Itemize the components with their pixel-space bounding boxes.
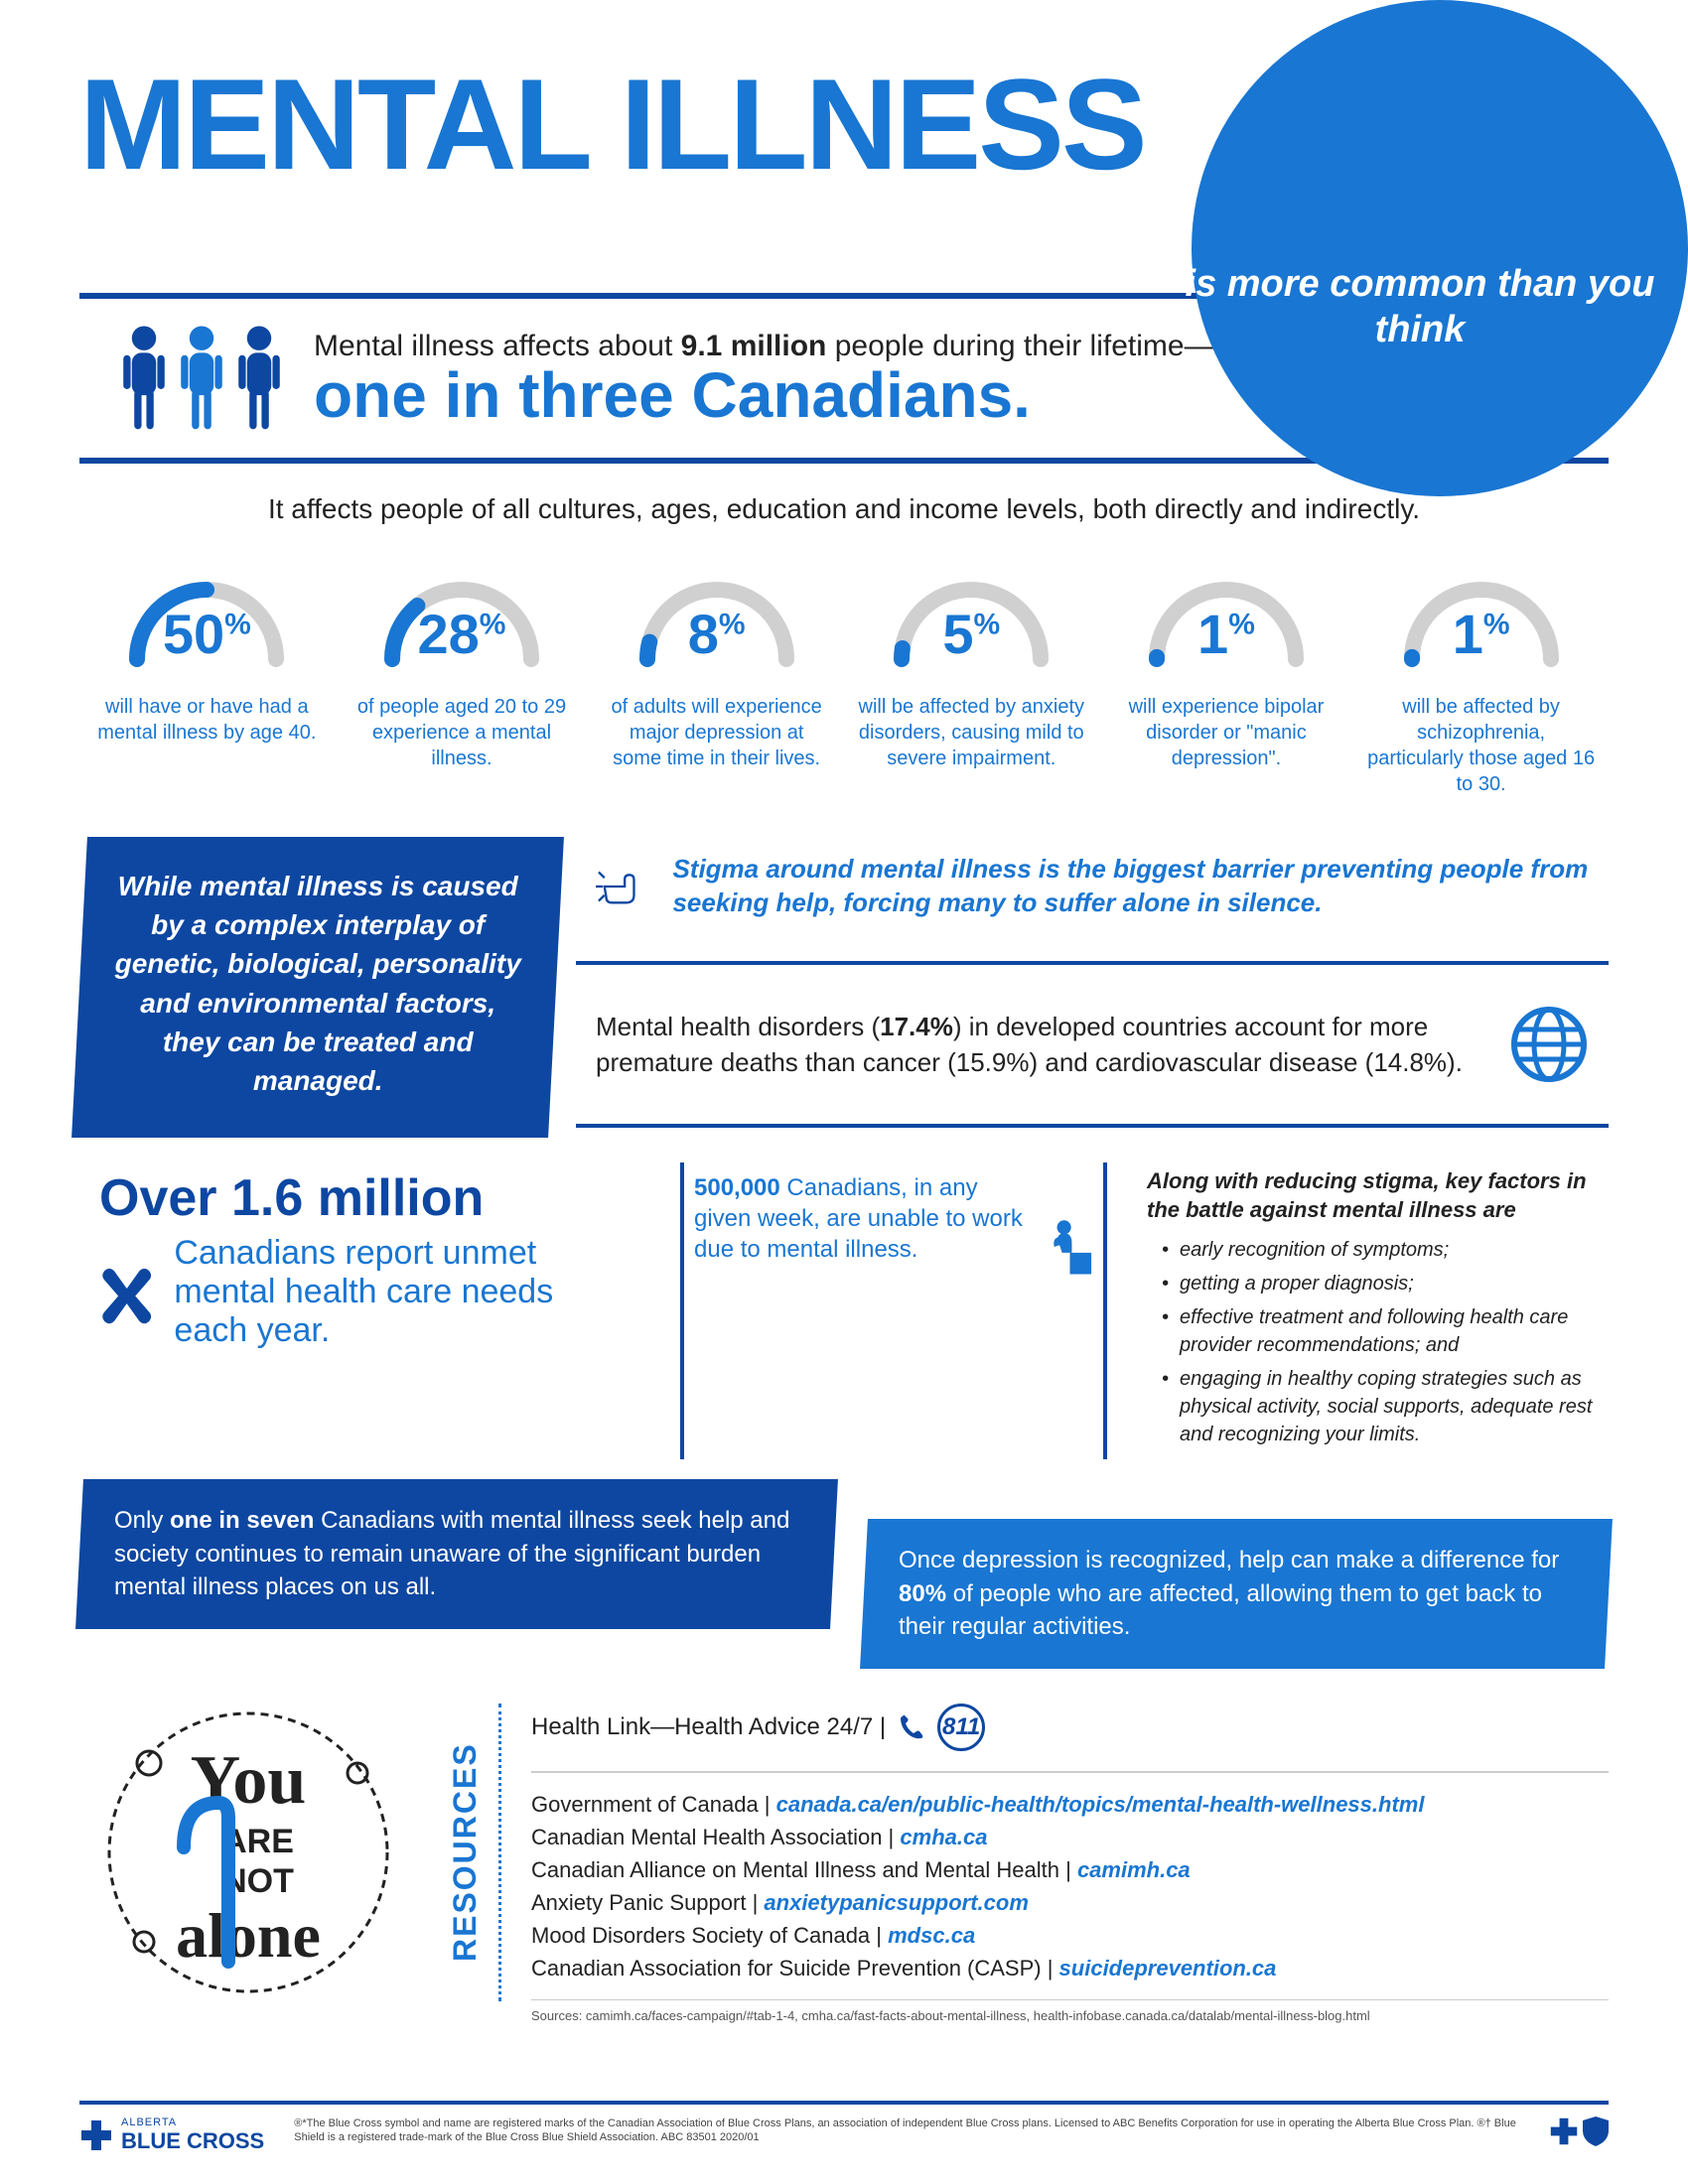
header: MENTAL ILLNESS is more common than you t… [79,60,1609,278]
resource-link-row: Anxiety Panic Support | anxietypanicsupp… [531,1886,1609,1919]
resource-link-row: Government of Canada | canada.ca/en/publ… [531,1788,1609,1821]
resources-list: Health Link—Health Advice 24/7 | 811 Gov… [531,1704,1609,2023]
resource-link-row: Canadian Association for Suicide Prevent… [531,1952,1609,1984]
causes-box: While mental illness is caused by a comp… [71,837,564,1138]
eighty-percent-slab: Once depression is recognized, help can … [860,1519,1613,1669]
x-mark-icon [99,1234,154,1353]
stat-item: 5% will be affected by anxiety disorders… [857,560,1085,797]
person-icon [177,324,226,433]
factor-item: early recognition of symptoms; [1162,1236,1594,1264]
stat-item: 28% of people aged 20 to 29 experience a… [348,560,576,797]
factor-item: getting a proper diagnosis; [1162,1270,1594,1297]
stats-row: 50% will have or have had a mental illne… [79,540,1609,827]
sources-text: Sources: camimh.ca/faces-campaign/#tab-1… [531,1999,1609,2023]
premature-deaths-row: Mental health disorders (17.4%) in devel… [576,990,1609,1099]
you-are-not-alone-graphic: You ARE NOT alone [79,1704,417,2001]
person-icon [119,324,169,433]
divider [576,1124,1609,1128]
key-factors-block: Along with reducing stigma, key factors … [1132,1162,1609,1459]
person-icon [234,324,284,433]
stat-item: 50% will have or have had a mental illne… [92,560,321,797]
factors-title: Along with reducing stigma, key factors … [1147,1167,1594,1224]
stigma-text: Stigma around mental illness is the bigg… [672,853,1589,920]
resources-label: RESOURCES [447,1704,501,2001]
resource-link-row: Canadian Alliance on Mental Illness and … [531,1853,1609,1886]
one-in-seven-slab: Only one in seven Canadians with mental … [75,1479,838,1629]
factor-item: effective treatment and following health… [1162,1303,1594,1359]
resources-section: You ARE NOT alone RESOURCES Health Link—… [79,1704,1609,2023]
factor-item: engaging in healthy coping strategies su… [1162,1365,1594,1448]
unmet-needs-block: Over 1.6 million Canadians report unmet … [79,1162,655,1459]
unmet-text: Canadians report unmet mental health car… [174,1234,635,1350]
sitting-person-icon [1043,1172,1093,1321]
stat-item: 1% will be affected by schizophrenia, pa… [1367,560,1596,797]
people-icons [119,324,284,433]
callout-slabs: Only one in seven Canadians with mental … [79,1479,1609,1669]
stat-item: 8% of adults will experience major depre… [603,560,831,797]
footer-marks [1549,2116,1609,2151]
stat-item: 1% will experience bipolar disorder or "… [1112,560,1340,797]
blue-cross-logo: ALBERTABLUE CROSS [79,2116,264,2154]
causes-stigma-section: While mental illness is caused by a comp… [79,837,1609,1138]
unmet-work-factors-section: Over 1.6 million Canadians report unmet … [79,1162,1609,1459]
resource-link-row: Mood Disorders Society of Canada | mdsc.… [531,1919,1609,1952]
factors-list: early recognition of symptoms; getting a … [1147,1236,1594,1448]
divider [576,961,1609,965]
subtitle-badge: is more common than you think [1192,0,1688,496]
resource-link-row: Canadian Mental Health Association | cmh… [531,1821,1609,1853]
footer: ALBERTABLUE CROSS ®*The Blue Cross symbo… [79,2101,1609,2154]
pointing-finger-icon [596,847,647,926]
phone-icon [898,1713,925,1741]
phone-number-badge: 811 [937,1704,985,1751]
cross-icon [79,2118,113,2152]
footer-legal: ®*The Blue Cross symbol and name are reg… [294,2116,1518,2145]
globe-icon [1509,1005,1589,1084]
shield-icon [1583,2116,1609,2146]
unable-to-work-block: 500,000 Canadians, in any given week, ar… [680,1162,1107,1459]
health-link-row: Health Link—Health Advice 24/7 | 811 [531,1704,1609,1751]
stigma-row: Stigma around mental illness is the bigg… [576,837,1609,936]
cross-icon [1549,2116,1579,2146]
divider [531,1771,1609,1773]
svg-text:alone: alone [176,1900,321,1971]
unmet-title: Over 1.6 million [99,1172,635,1224]
